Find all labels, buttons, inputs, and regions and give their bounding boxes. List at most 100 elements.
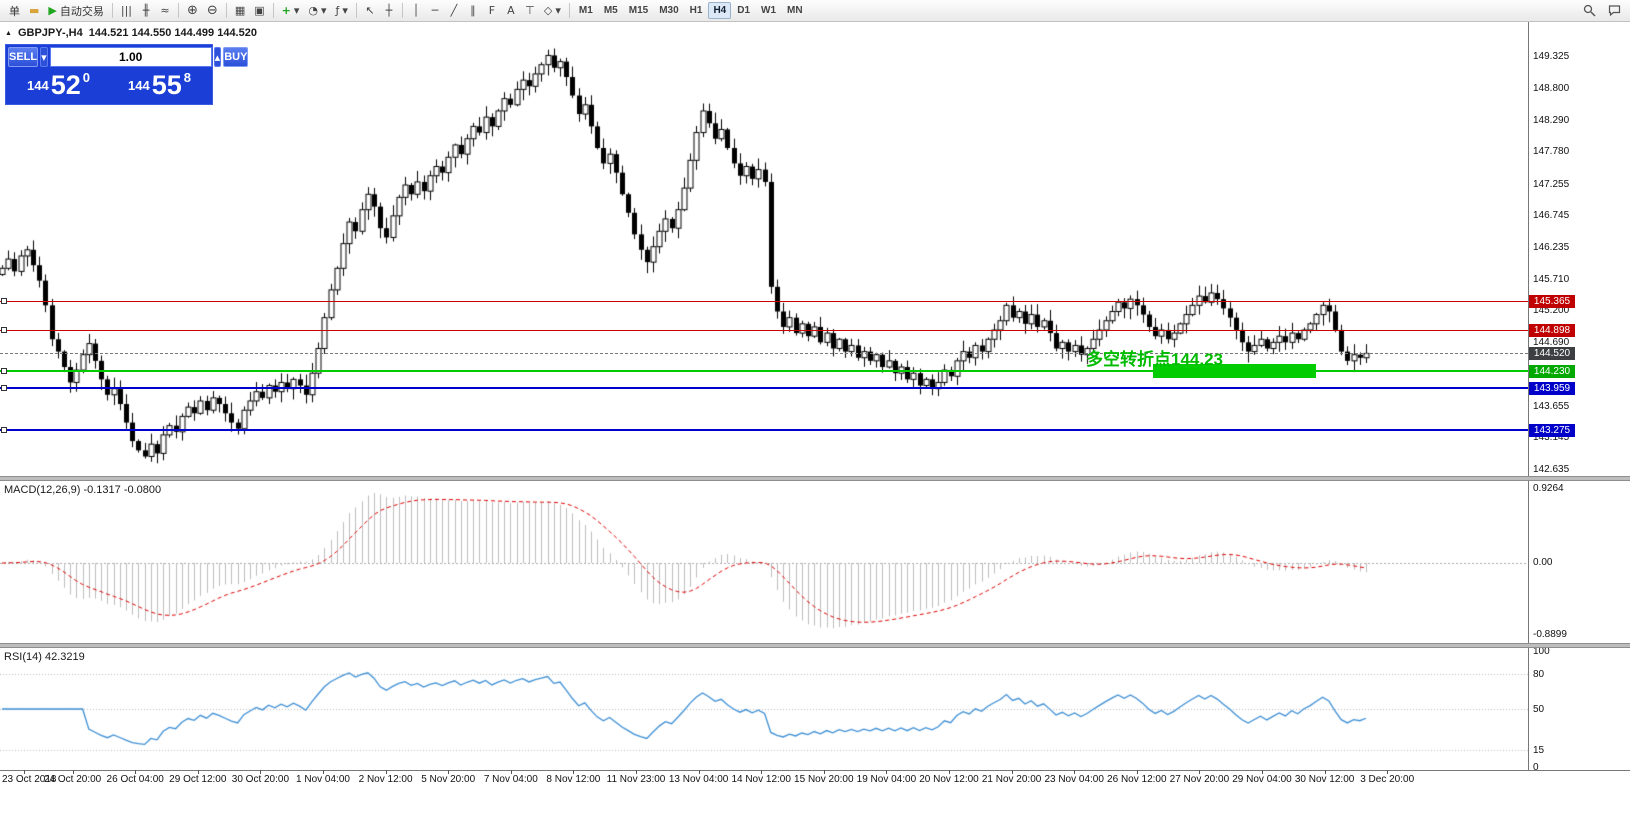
chat-button[interactable] [1604, 2, 1625, 20]
horizontal-line[interactable] [0, 329, 1528, 331]
zoom-out-button[interactable]: ⊖ [203, 2, 222, 20]
trendline-button[interactable]: ╱ [445, 2, 463, 20]
price-tag: 144.520 [1529, 346, 1575, 360]
time-tick [1074, 770, 1076, 774]
charts-button[interactable]: ▬ [25, 2, 43, 20]
rsi-indicator-canvas[interactable] [0, 648, 1528, 770]
toolbar-separator [111, 3, 113, 18]
price-tag: 145.365 [1529, 294, 1575, 308]
horizontal-line[interactable] [0, 300, 1528, 302]
vertical-line-icon: │ [412, 4, 420, 17]
one-click-trading-panel: SELL ▾ ▴ BUY 144 52 0 144 55 8 [5, 44, 249, 105]
indicator-scale-label: 0.9264 [1533, 483, 1564, 494]
channel-button[interactable]: ∥ [464, 2, 482, 20]
toolbar: 单 ▬ ▶ 自动交易 ||| ╫ ≈ ⊕ ⊖ ▦ ▣ + ▾ ◔ ▾ ƒ ▾ ↖ ┼ │… [0, 0, 1630, 22]
price-tag: 144.898 [1529, 323, 1575, 337]
search-button[interactable] [1579, 2, 1600, 20]
volume-up-button[interactable]: ▴ [213, 47, 222, 67]
chart-info: ▲ GBPJPY-,H4 144.521 144.550 144.499 144… [5, 27, 257, 39]
new-chart-button[interactable]: + ▾ [278, 2, 304, 20]
price-scale[interactable] [1528, 22, 1630, 770]
autotrading-play-icon: ▶ [48, 4, 57, 17]
time-tick [260, 770, 262, 774]
collapse-arrow-icon[interactable]: ▲ [5, 29, 12, 37]
time-tick [886, 770, 888, 774]
timeframe-m1-button[interactable]: M1 [578, 5, 593, 16]
macd-indicator-canvas[interactable] [0, 481, 1528, 643]
sell-button[interactable]: SELL [8, 47, 39, 67]
timeframe-m30-button[interactable]: M30 [659, 5, 679, 16]
chevron-down-icon: ▾ [41, 50, 47, 64]
timeframe-w1-button[interactable]: W1 [761, 5, 777, 16]
period-button[interactable]: ◔ ▾ [304, 2, 330, 20]
zoom-in-icon: ⊕ [187, 3, 198, 18]
label-tool-button[interactable]: ⊤ [521, 2, 539, 20]
autotrading-label: 自动交易 [59, 5, 104, 18]
time-scale-label: 14 Nov 12:00 [731, 774, 791, 785]
autotrading-button[interactable]: ▶ 自动交易 [44, 2, 107, 20]
turning-point-annotation[interactable]: 多空转折点144.23 [1086, 349, 1223, 369]
chevron-down-icon: ▾ [342, 4, 348, 17]
time-scale-label: 27 Nov 20:00 [1169, 774, 1230, 785]
bid-pipette: 0 [82, 70, 90, 85]
time-scale-label: 2 Nov 12:00 [358, 774, 413, 785]
buy-button[interactable]: BUY [223, 47, 249, 67]
zoom-in-button[interactable]: ⊕ [183, 2, 202, 20]
timeframe-h1-button[interactable]: H1 [689, 5, 703, 16]
price-scale-label: 146.235 [1533, 241, 1570, 253]
text-tool-button[interactable]: A [502, 2, 520, 20]
horizontal-line-button[interactable]: ─ [426, 2, 444, 20]
timeframe-d1-button[interactable]: D1 [737, 5, 751, 16]
horizontal-line-icon: ─ [431, 4, 439, 17]
line-handle[interactable] [1, 368, 7, 375]
cursor-icon: ↖ [365, 4, 375, 17]
line-handle[interactable] [1, 385, 7, 392]
time-tick [448, 770, 450, 774]
symbol-period-label: GBPJPY-,H4 [17, 27, 83, 39]
line-chart-button[interactable]: ≈ [156, 2, 174, 20]
chevron-down-icon: ▾ [293, 4, 300, 17]
panel-divider[interactable] [0, 476, 1630, 481]
horizontal-line[interactable] [0, 352, 1528, 354]
volume-input[interactable] [49, 47, 212, 67]
crosshair-button[interactable]: ┼ [380, 2, 398, 20]
timeframe-h4-button[interactable]: H4 [708, 2, 732, 19]
cascade-windows-button[interactable]: ▣ [250, 2, 268, 20]
candlestick-icon: ╫ [142, 4, 150, 17]
shapes-icon: ◇ [543, 4, 553, 17]
panel-divider[interactable] [0, 643, 1630, 648]
line-handle[interactable] [1, 298, 7, 305]
bar-chart-button[interactable]: ||| [117, 2, 136, 20]
indicator-scale-label: 50 [1533, 704, 1545, 715]
line-handle[interactable] [1, 427, 7, 434]
candlestick-chart-canvas[interactable] [0, 22, 1528, 476]
horizontal-line[interactable] [0, 370, 1528, 373]
text-tool-icon: A [507, 4, 515, 17]
volume-down-button[interactable]: ▾ [40, 47, 48, 67]
vertical-line-button[interactable]: │ [407, 2, 425, 20]
horizontal-line[interactable] [0, 429, 1528, 432]
time-tick [510, 770, 512, 774]
candlestick-button[interactable]: ╫ [137, 2, 155, 20]
new-order-button[interactable]: 单 [5, 2, 24, 20]
timeframe-m5-button[interactable]: M5 [603, 5, 618, 16]
cursor-button[interactable]: ↖ [361, 2, 379, 20]
bar-chart-icon: ||| [120, 4, 132, 17]
indicators-button[interactable]: ƒ ▾ [332, 2, 352, 20]
indicator-scale-label: 80 [1533, 669, 1545, 681]
search-icon [1583, 4, 1596, 17]
timeframe-m15-button[interactable]: M15 [628, 5, 649, 16]
indicator-scale-label: -0.8899 [1533, 629, 1567, 640]
bid-price: 144 52 0 [8, 67, 109, 104]
time-scale-label: 3 Dec 20:00 [1360, 774, 1415, 785]
timeframe-mn-button[interactable]: MN [787, 5, 803, 16]
tile-windows-button[interactable]: ▦ [231, 2, 249, 20]
time-tick [24, 770, 25, 774]
line-handle[interactable] [1, 327, 7, 334]
horizontal-line[interactable] [0, 387, 1528, 390]
toolbar-separator [225, 3, 227, 18]
shapes-button[interactable]: ◇ ▾ [540, 2, 565, 20]
zoom-out-icon: ⊖ [206, 3, 218, 18]
tile-windows-icon: ▦ [234, 4, 246, 17]
fibonacci-button[interactable]: F [483, 2, 501, 20]
